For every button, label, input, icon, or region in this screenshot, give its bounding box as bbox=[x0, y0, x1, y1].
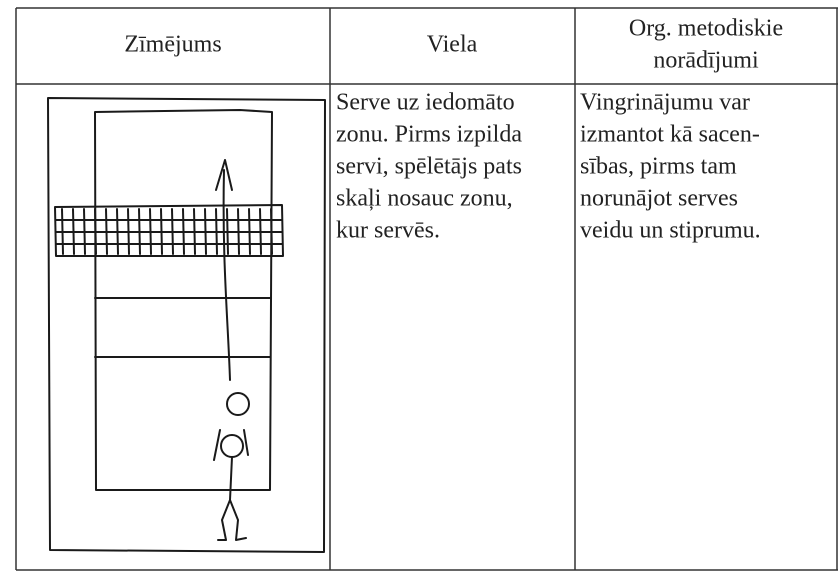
notes-line: izmantot kā sacen- bbox=[580, 122, 760, 148]
header-material: Viela bbox=[427, 32, 478, 58]
material-line: skaļi nosauc zonu, bbox=[336, 186, 513, 212]
body-text: Serve uz iedomāto zonu. Pirms izpilda serv… bbox=[336, 90, 761, 244]
material-line: kur servēs. bbox=[336, 218, 440, 244]
material-line: servi, spēlētājs pats bbox=[336, 154, 522, 180]
table-grid bbox=[15, 7, 838, 571]
material-line: Serve uz iedomāto bbox=[336, 90, 515, 116]
notes-line: norunājot serves bbox=[580, 186, 738, 212]
court-sketch bbox=[47, 97, 326, 553]
header-drawing: Zīmējums bbox=[124, 32, 221, 58]
notes-line: sības, pirms tam bbox=[580, 154, 737, 180]
header-notes: norādījumi bbox=[653, 48, 759, 74]
material-line: zonu. Pirms izpilda bbox=[336, 122, 522, 148]
notes-line: Vingrinājumu var bbox=[580, 90, 750, 116]
header-notes: Org. metodiskie bbox=[629, 16, 783, 42]
notes-line: veidu un stiprumu. bbox=[580, 218, 761, 244]
